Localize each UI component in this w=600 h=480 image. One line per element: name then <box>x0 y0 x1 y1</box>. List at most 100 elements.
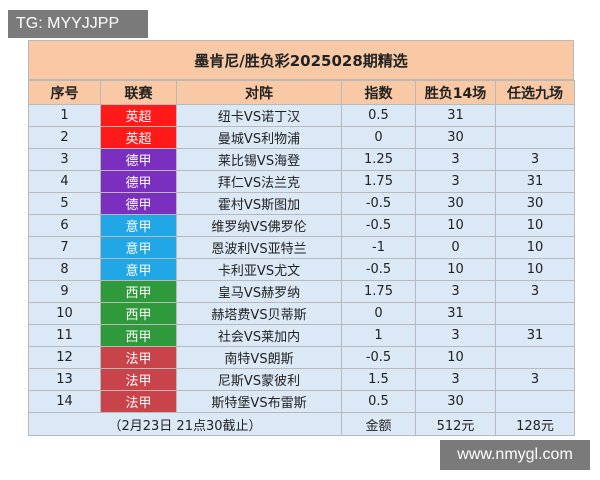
cell-index: 4 <box>28 170 101 193</box>
header-sf14: 胜负14场 <box>415 80 496 105</box>
cell-match: 皇马VS赫罗纳 <box>176 280 342 303</box>
cell-sf14: 0 <box>415 236 496 259</box>
cell-index: 3 <box>28 148 101 171</box>
cell-sf14: 31 <box>415 302 496 325</box>
cell-r9 <box>495 126 575 149</box>
cell-index: 10 <box>28 302 101 325</box>
cell-r9: 30 <box>495 192 575 215</box>
cell-league: 英超 <box>100 104 177 127</box>
table-row: 12 法甲 南特VS朗斯 -0.5 10 <box>28 346 575 369</box>
cell-handicap: 0 <box>341 126 416 149</box>
header-handicap: 指数 <box>341 80 416 105</box>
cell-league: 西甲 <box>100 324 177 347</box>
header-r9: 任选九场 <box>495 80 575 105</box>
cell-r9 <box>495 390 575 413</box>
cell-sf14: 3 <box>415 324 496 347</box>
watermark-top: TG: MYYJJPP <box>8 10 148 38</box>
cell-league: 法甲 <box>100 390 177 413</box>
cell-league: 西甲 <box>100 302 177 325</box>
cell-match: 斯特堡VS布雷斯 <box>176 390 342 413</box>
cell-match: 霍村VS斯图加 <box>176 192 342 215</box>
cell-r9 <box>495 346 575 369</box>
cell-sf14: 31 <box>415 104 496 127</box>
table-row: 1 英超 纽卡VS诺丁汉 0.5 31 <box>28 104 575 127</box>
cell-handicap: 0 <box>341 302 416 325</box>
table-row: 5 德甲 霍村VS斯图加 -0.5 30 30 <box>28 192 575 215</box>
cell-index: 9 <box>28 280 101 303</box>
cell-match: 恩波利VS亚特兰 <box>176 236 342 259</box>
header-league: 联赛 <box>100 80 177 105</box>
cell-sf14: 30 <box>415 390 496 413</box>
sf14-amount: 512元 <box>415 412 496 436</box>
cell-index: 13 <box>28 368 101 391</box>
table-row: 7 意甲 恩波利VS亚特兰 -1 0 10 <box>28 236 575 259</box>
table-row: 14 法甲 斯特堡VS布雷斯 0.5 30 <box>28 390 575 413</box>
cell-handicap: 1.75 <box>341 170 416 193</box>
table-row: 4 德甲 拜仁VS法兰克 1.75 3 31 <box>28 170 575 193</box>
cell-index: 14 <box>28 390 101 413</box>
table-row: 9 西甲 皇马VS赫罗纳 1.75 3 3 <box>28 280 575 303</box>
table-title: 墨肯尼/胜负彩2025028期精选 <box>28 40 574 80</box>
cell-handicap: -0.5 <box>341 258 416 281</box>
cell-index: 8 <box>28 258 101 281</box>
cell-league: 德甲 <box>100 148 177 171</box>
cell-index: 12 <box>28 346 101 369</box>
cell-index: 7 <box>28 236 101 259</box>
cell-sf14: 30 <box>415 126 496 149</box>
cell-sf14: 30 <box>415 192 496 215</box>
cell-handicap: -0.5 <box>341 346 416 369</box>
cell-r9: 31 <box>495 324 575 347</box>
cell-r9 <box>495 104 575 127</box>
cell-league: 德甲 <box>100 170 177 193</box>
cell-r9: 3 <box>495 368 575 391</box>
cell-sf14: 10 <box>415 346 496 369</box>
cell-match: 拜仁VS法兰克 <box>176 170 342 193</box>
cell-r9: 10 <box>495 236 575 259</box>
cell-sf14: 10 <box>415 258 496 281</box>
cell-handicap: 1 <box>341 324 416 347</box>
cell-sf14: 3 <box>415 148 496 171</box>
cell-match: 曼城VS利物浦 <box>176 126 342 149</box>
watermark-bottom: www.nmygl.com <box>440 440 590 470</box>
cell-r9: 31 <box>495 170 575 193</box>
cell-r9: 3 <box>495 148 575 171</box>
cell-handicap: 1.5 <box>341 368 416 391</box>
cell-match: 维罗纳VS佛罗伦 <box>176 214 342 237</box>
cell-handicap: 0.5 <box>341 390 416 413</box>
cell-match: 赫塔费VS贝蒂斯 <box>176 302 342 325</box>
header-row: 序号 联赛 对阵 指数 胜负14场 任选九场 <box>28 80 575 105</box>
table-row: 13 法甲 尼斯VS蒙彼利 1.5 3 3 <box>28 368 575 391</box>
cell-r9: 10 <box>495 214 575 237</box>
cell-league: 英超 <box>100 126 177 149</box>
cell-league: 法甲 <box>100 368 177 391</box>
cell-handicap: -0.5 <box>341 192 416 215</box>
cell-r9: 3 <box>495 280 575 303</box>
cell-league: 法甲 <box>100 346 177 369</box>
cell-index: 11 <box>28 324 101 347</box>
header-index: 序号 <box>28 80 101 105</box>
cell-sf14: 3 <box>415 368 496 391</box>
cell-index: 1 <box>28 104 101 127</box>
cell-sf14: 3 <box>415 280 496 303</box>
amount-label: 金额 <box>341 412 416 436</box>
table-row: 11 西甲 社会VS莱加内 1 3 31 <box>28 324 575 347</box>
cell-handicap: 0.5 <box>341 104 416 127</box>
footer-row: （2月23日 21点30截止） 金额 512元 128元 <box>28 412 575 436</box>
cell-handicap: -1 <box>341 236 416 259</box>
cell-match: 莱比锡VS海登 <box>176 148 342 171</box>
cell-league: 意甲 <box>100 258 177 281</box>
table-row: 2 英超 曼城VS利物浦 0 30 <box>28 126 575 149</box>
cell-index: 5 <box>28 192 101 215</box>
cell-match: 纽卡VS诺丁汉 <box>176 104 342 127</box>
cell-r9 <box>495 302 575 325</box>
cell-index: 2 <box>28 126 101 149</box>
r9-amount: 128元 <box>495 412 575 436</box>
cell-index: 6 <box>28 214 101 237</box>
cell-league: 意甲 <box>100 236 177 259</box>
cell-league: 意甲 <box>100 214 177 237</box>
cell-match: 社会VS莱加内 <box>176 324 342 347</box>
cell-r9: 10 <box>495 258 575 281</box>
cell-handicap: -0.5 <box>341 214 416 237</box>
cell-league: 西甲 <box>100 280 177 303</box>
cell-match: 卡利亚VS尤文 <box>176 258 342 281</box>
